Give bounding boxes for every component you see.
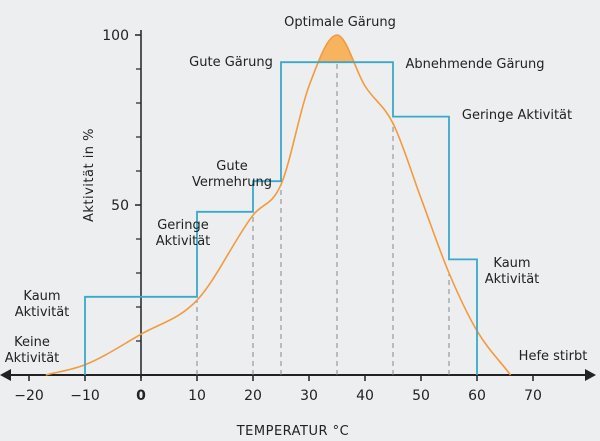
x-axis-title: TEMPERATUR °C (236, 424, 350, 439)
annotation-line: Vermehrung (192, 175, 272, 190)
annotation-label: Hefe stirbt (519, 349, 588, 364)
annotation-label: Gute Vermehrung (192, 159, 272, 190)
activity-steps (84, 61, 478, 375)
x-tick-label: 70 (524, 388, 542, 404)
annotation-line: Gute Gärung (189, 55, 273, 70)
annotation-label: Gute Gärung (189, 55, 273, 70)
x-axis-right-arrow (585, 369, 596, 381)
y-tick-label: 100 (102, 28, 129, 44)
x-tick-label: 20 (244, 388, 262, 404)
x-tick-label: 40 (356, 388, 374, 404)
x-tick-label: −20 (14, 388, 44, 404)
activity-curve (45, 34, 512, 376)
annotation-label: Keine Aktivität (5, 335, 60, 366)
annotation-line: Geringe Aktivität (462, 108, 572, 123)
annotation-line: Kaum (493, 256, 530, 271)
annotation-line: Kaum (23, 289, 60, 304)
annotation-label: Geringe Aktivität (156, 218, 211, 249)
x-tick-label: 60 (468, 388, 486, 404)
annotation-label: Kaum Aktivität (15, 289, 70, 320)
x-tick-label: 50 (412, 388, 430, 404)
annotation-label: Optimale Gärung (284, 15, 396, 30)
annotation-line: Optimale Gärung (284, 15, 396, 30)
annotation-line: Abnehmende Gärung (405, 57, 544, 72)
y-tick-label: 50 (111, 198, 129, 214)
annotation-line: Aktivität (485, 272, 540, 287)
peak-region (314, 35, 365, 63)
annotation-line: Gute (216, 159, 247, 174)
y-axis-title: Aktivität in % (82, 128, 97, 222)
annotation-line: Keine (14, 335, 50, 350)
x-tick-label: 0 (136, 388, 146, 404)
annotation-label: Kaum Aktivität (485, 256, 540, 287)
annotation-line: Hefe stirbt (519, 349, 588, 364)
x-axis-left-arrow (0, 369, 11, 381)
x-tick-label: 30 (300, 388, 318, 404)
annotation-label: Abnehmende Gärung (405, 57, 544, 72)
x-tick-label: 10 (188, 388, 206, 404)
annotation-line: Geringe (157, 218, 209, 233)
annotation-line: Aktivität (156, 234, 211, 249)
x-tick-label: −10 (70, 388, 100, 404)
annotation-label: Geringe Aktivität (462, 108, 572, 123)
annotation-line: Aktivität (15, 305, 70, 320)
annotation-line: Aktivität (5, 351, 60, 366)
